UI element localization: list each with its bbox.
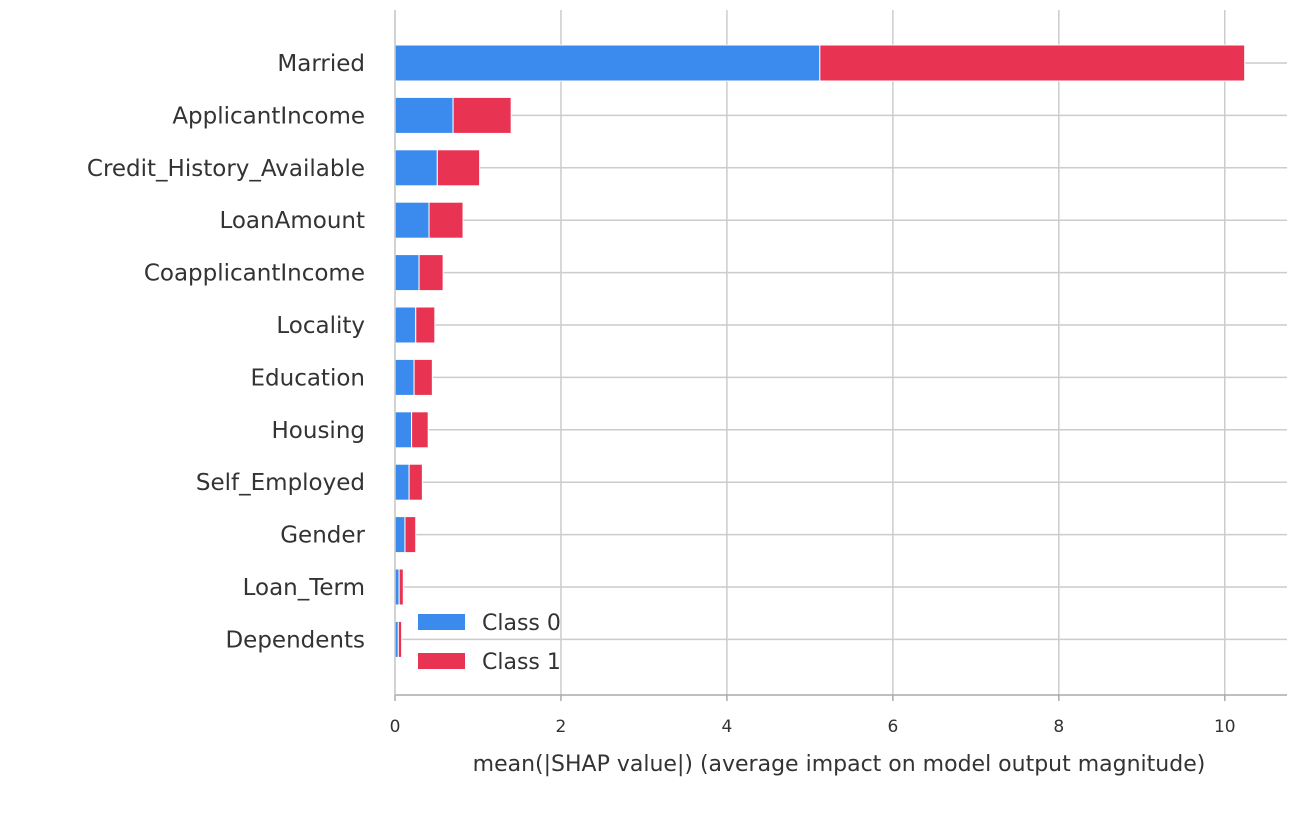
category-label: Married xyxy=(277,51,365,77)
category-label: Housing xyxy=(272,418,366,444)
bar-locality-class-0 xyxy=(394,306,417,344)
category-label: Self_Employed xyxy=(196,470,365,496)
bar-self-employed-class-0 xyxy=(394,463,410,501)
legend-label-class-0: Class 0 xyxy=(482,611,561,636)
category-label: Locality xyxy=(276,313,365,339)
category-label: Dependents xyxy=(225,627,365,653)
legend-swatch-class-0 xyxy=(418,614,465,630)
x-axis-label: mean(|SHAP value|) (average impact on mo… xyxy=(473,752,1206,777)
category-label: Gender xyxy=(280,523,365,549)
bar-locality-class-1 xyxy=(415,306,436,344)
bar-loan-term-class-1 xyxy=(398,568,404,606)
category-label: CoapplicantIncome xyxy=(144,261,365,287)
grid-layer xyxy=(394,10,1287,695)
bar-credit-history-available-class-1 xyxy=(436,149,481,187)
x-tick-label: 2 xyxy=(556,717,567,737)
bar-loanamount-class-0 xyxy=(394,201,430,239)
legend-label-class-1: Class 1 xyxy=(482,650,561,675)
bar-coapplicantincome-class-0 xyxy=(394,254,420,292)
x-tick-label: 4 xyxy=(721,717,732,737)
x-axis: 0 2 4 6 8 10 xyxy=(390,10,1287,737)
bar-gender-class-1 xyxy=(404,516,417,554)
bar-applicantincome-class-1 xyxy=(452,96,512,134)
legend-swatch-class-1 xyxy=(418,653,465,669)
x-tick-label: 8 xyxy=(1053,717,1064,737)
bar-layer xyxy=(394,44,1246,658)
bar-education-class-1 xyxy=(413,358,433,396)
legend: Class 0 Class 1 xyxy=(418,611,561,675)
category-label: Education xyxy=(250,365,365,391)
x-tick-label: 0 xyxy=(390,717,401,737)
x-tick-label: 10 xyxy=(1214,717,1236,737)
category-labels: Married ApplicantIncome Credit_History_Ava… xyxy=(87,51,366,653)
bar-coapplicantincome-class-1 xyxy=(418,254,444,292)
bar-loanamount-class-1 xyxy=(428,201,464,239)
bar-gender-class-0 xyxy=(394,516,406,554)
bar-credit-history-available-class-0 xyxy=(394,149,438,187)
category-label: Credit_History_Available xyxy=(87,156,365,182)
bar-housing-class-0 xyxy=(394,411,413,449)
category-label: LoanAmount xyxy=(219,208,365,234)
bar-applicantincome-class-0 xyxy=(394,96,454,134)
bar-married-class-1 xyxy=(819,44,1246,82)
category-label: Loan_Term xyxy=(243,575,365,601)
bar-self-employed-class-1 xyxy=(408,463,423,501)
bar-dependents-class-1 xyxy=(397,620,403,658)
category-label: ApplicantIncome xyxy=(172,103,365,129)
bar-housing-class-1 xyxy=(411,411,429,449)
x-tick-label: 6 xyxy=(887,717,898,737)
bar-education-class-0 xyxy=(394,358,415,396)
bar-married-class-0 xyxy=(394,44,821,82)
